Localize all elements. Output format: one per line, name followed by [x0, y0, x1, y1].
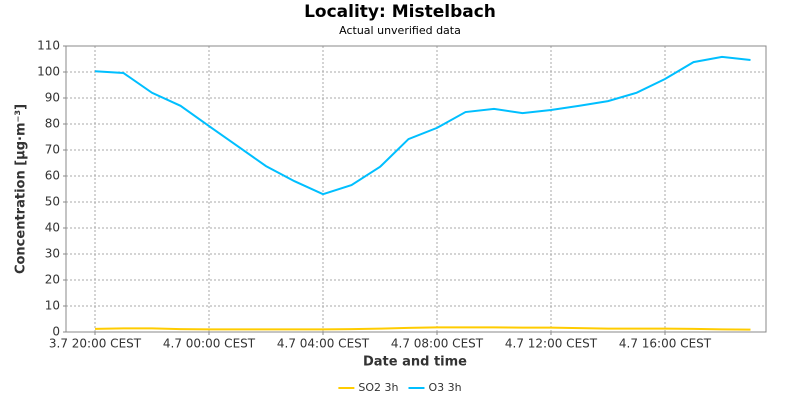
y-tick-label: 60	[45, 169, 60, 183]
y-tick-label: 20	[45, 273, 60, 287]
x-axis-label: Date and time	[363, 355, 467, 370]
series-line	[94, 326, 751, 331]
y-tick-label: 90	[45, 91, 60, 105]
legend: SO2 3h O3 3h	[338, 381, 462, 394]
y-tick-label: 0	[52, 325, 60, 339]
legend-label: SO2 3h	[358, 381, 398, 394]
y-tick-label: 40	[45, 221, 60, 235]
y-axis-label: Concentration [µg·m⁻³]	[14, 104, 29, 274]
y-tick-label: 50	[45, 195, 60, 209]
y-tick-label: 80	[45, 117, 60, 131]
y-tick-label: 30	[45, 247, 60, 261]
plot-area	[66, 46, 766, 332]
x-tick-label: 4.7 16:00 CEST	[619, 337, 712, 351]
y-tick-label: 110	[37, 39, 60, 53]
y-tick-label: 70	[45, 143, 60, 157]
x-tick-label: 4.7 12:00 CEST	[505, 337, 598, 351]
legend-label: O3 3h	[428, 381, 461, 394]
x-tick-label: 4.7 00:00 CEST	[163, 337, 256, 351]
plot-frame	[65, 45, 767, 333]
y-tick-label: 10	[45, 299, 60, 313]
chart-subtitle: Actual unverified data	[339, 24, 461, 37]
x-tick-label: 3.7 20:00 CEST	[49, 337, 142, 351]
y-tick-label: 100	[37, 65, 60, 79]
series-line	[94, 55, 751, 196]
x-tick-label: 4.7 08:00 CEST	[391, 337, 484, 351]
x-tick-label: 4.7 04:00 CEST	[277, 337, 370, 351]
chart-title: Locality: Mistelbach	[304, 2, 496, 22]
